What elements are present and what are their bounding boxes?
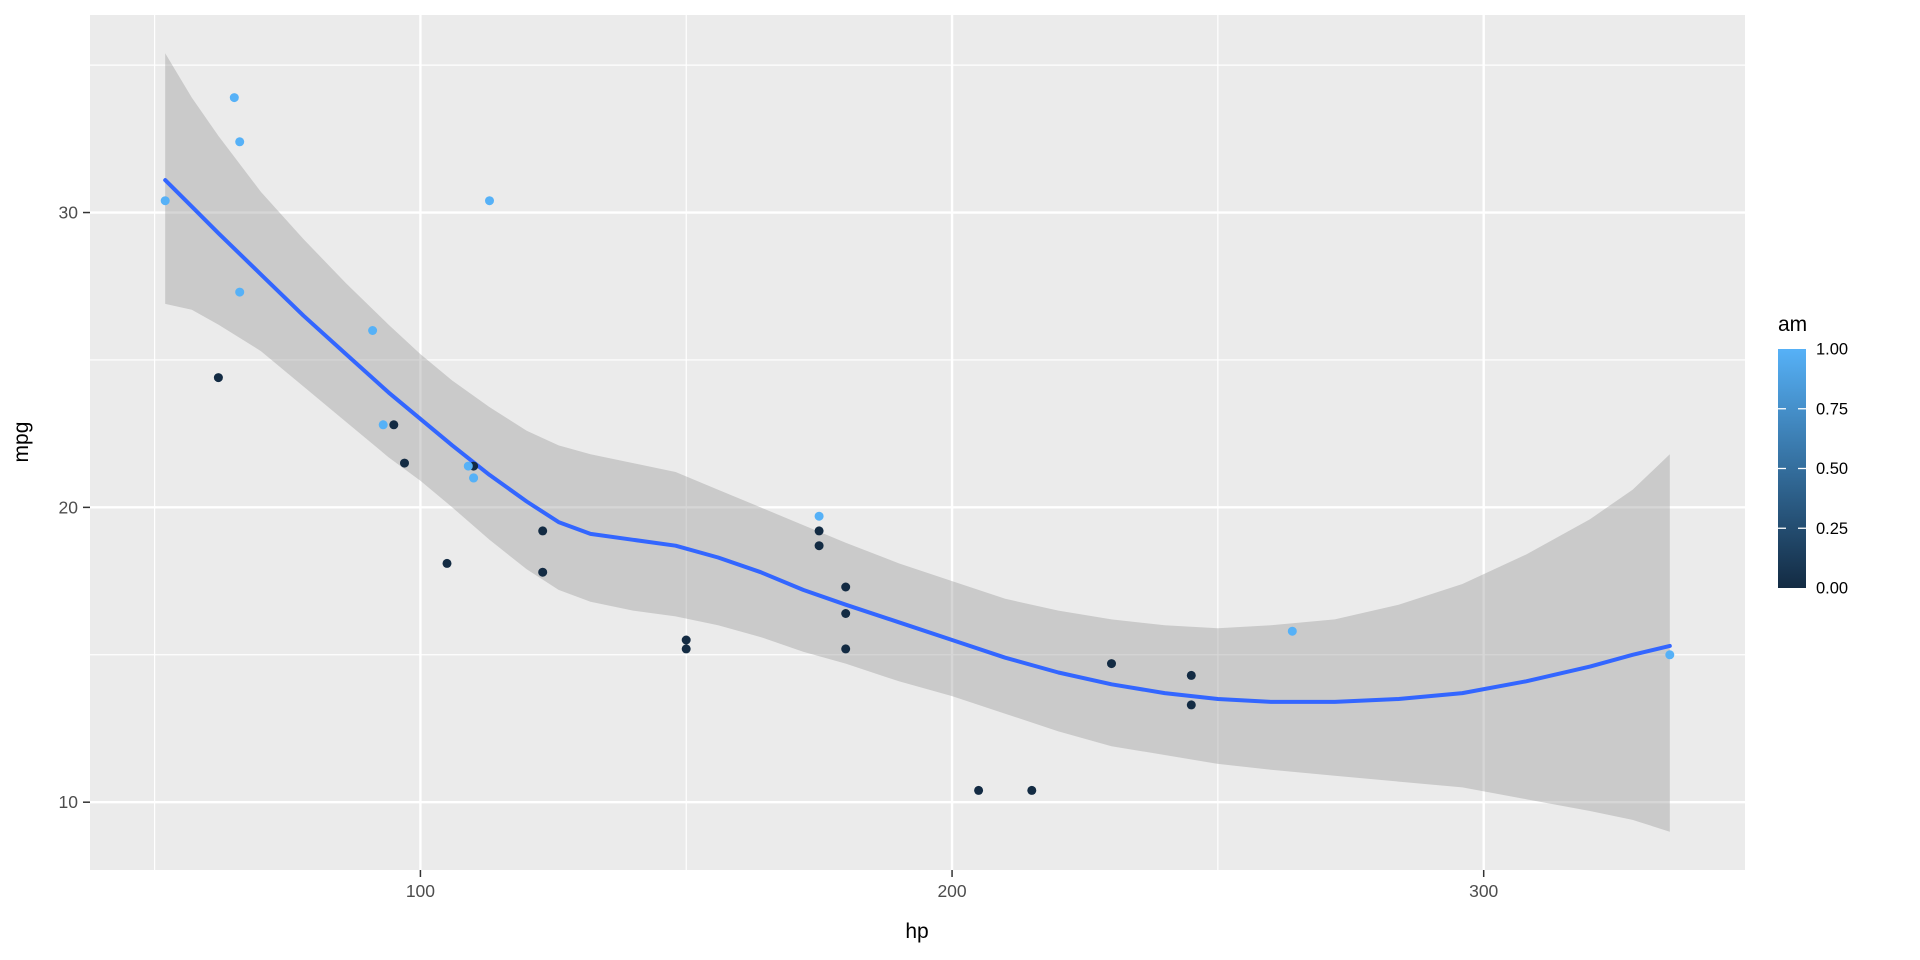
data-point xyxy=(1186,700,1196,710)
x-axis-title: hp xyxy=(905,920,928,943)
data-point xyxy=(378,420,388,430)
y-tick-label: 10 xyxy=(59,792,79,812)
x-tick-label: 300 xyxy=(1469,881,1498,901)
legend-labels: 1.00 0.75 0.50 0.25 0.00 xyxy=(1816,341,1848,598)
x-axis-ticks: 100 200 300 xyxy=(406,870,1499,901)
data-point xyxy=(235,287,245,297)
data-point xyxy=(538,567,548,577)
y-axis-ticks: 10 20 30 xyxy=(59,203,90,812)
data-point xyxy=(469,473,479,483)
data-point xyxy=(841,644,851,654)
plot-panel-background xyxy=(90,15,1745,870)
legend-label: 0.00 xyxy=(1816,580,1848,598)
data-point xyxy=(400,458,409,468)
data-point xyxy=(389,420,399,430)
grid-major-lines xyxy=(90,15,1745,870)
legend-am: am 1.00 0.75 0.50 0.25 0.00 xyxy=(1778,313,1848,598)
data-point xyxy=(213,373,223,383)
data-point xyxy=(1107,659,1116,669)
data-point xyxy=(1027,785,1037,795)
data-point xyxy=(368,326,378,335)
confidence-ribbon xyxy=(165,53,1670,832)
x-tick-label: 100 xyxy=(406,881,435,901)
data-point xyxy=(485,196,494,206)
data-point xyxy=(814,526,824,536)
legend-tick-marks xyxy=(1778,408,1806,529)
legend-label: 0.50 xyxy=(1816,460,1848,478)
data-point xyxy=(1186,670,1196,680)
legend-label: 1.00 xyxy=(1816,341,1848,359)
data-point xyxy=(841,609,851,618)
data-point xyxy=(1287,626,1297,636)
legend-title: am xyxy=(1778,313,1807,336)
data-point xyxy=(814,541,824,551)
data-point xyxy=(160,196,170,206)
data-point xyxy=(681,635,691,645)
data-points xyxy=(160,93,1675,795)
x-tick-label: 200 xyxy=(937,881,966,901)
y-tick-label: 30 xyxy=(59,203,79,223)
data-point xyxy=(841,582,851,592)
data-point xyxy=(538,526,548,536)
data-point xyxy=(1665,650,1675,660)
legend-label: 0.75 xyxy=(1816,400,1848,418)
data-point xyxy=(235,137,245,147)
data-point xyxy=(681,644,691,654)
y-axis-title: mpg xyxy=(10,422,33,463)
data-point xyxy=(814,511,824,521)
legend-label: 0.25 xyxy=(1816,520,1848,538)
data-point xyxy=(463,461,473,471)
loess-smooth-line xyxy=(163,178,1672,704)
data-point xyxy=(974,785,984,795)
y-tick-label: 20 xyxy=(59,497,79,517)
data-point xyxy=(442,558,452,568)
data-point xyxy=(229,93,239,103)
grid-minor-lines xyxy=(90,15,1745,870)
